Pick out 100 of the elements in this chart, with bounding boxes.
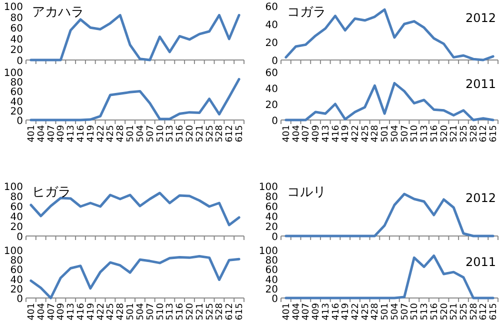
- x-tick-label: 504: [136, 302, 146, 320]
- y-tick-label: 60: [265, 265, 278, 276]
- x-tick-label: 407: [302, 303, 312, 320]
- x-tick-label: 615: [235, 125, 246, 142]
- y-tick-label: 0: [272, 232, 278, 243]
- x-tick-label: 525: [459, 125, 470, 142]
- annotation: 2011: [465, 255, 496, 269]
- x-tick-label: 428: [370, 302, 381, 320]
- x-tick-label: 407: [46, 125, 57, 142]
- x-tick-label: 504: [390, 124, 400, 142]
- x-tick-label: 528: [469, 124, 480, 142]
- x-tick-label: 419: [86, 124, 96, 142]
- x-tick-label: 528: [215, 124, 226, 142]
- x-tick-label: 416: [76, 124, 86, 142]
- x-tick-label: 428: [370, 124, 381, 142]
- y-tick-label: 40: [10, 274, 23, 286]
- y-tick-label: 60: [10, 87, 23, 98]
- x-tick-label: 528: [215, 302, 226, 320]
- x-tick-label: 521: [195, 303, 206, 320]
- y-tick-label: 40: [265, 84, 278, 95]
- x-tick-label: 516: [430, 124, 440, 142]
- x-tick-label: 525: [459, 303, 470, 320]
- x-tick-label: 425: [360, 125, 371, 142]
- x-tick-label: 401: [26, 303, 37, 320]
- x-tick-label: 612: [225, 125, 236, 142]
- x-tick-label: 507: [146, 125, 156, 142]
- y-tick-label: 0: [16, 232, 23, 243]
- x-tick-label: 513: [166, 125, 176, 142]
- y-tick-label: 60: [10, 24, 23, 35]
- y-tick-label: 20: [265, 100, 278, 111]
- chart-title: アカハラ: [32, 5, 84, 20]
- y-tick-label: 100: [258, 182, 278, 193]
- x-tick-label: 513: [166, 303, 176, 320]
- x-tick-label: 501: [380, 125, 391, 142]
- x-tick-label: 501: [126, 303, 136, 320]
- y-tick-label: 80: [10, 12, 23, 24]
- x-tick-label: 401: [282, 303, 292, 320]
- x-tick-label: 428: [116, 124, 126, 142]
- y-tick-label: 100: [258, 246, 278, 257]
- x-tick-label: 507: [400, 303, 410, 320]
- x-tick-label: 504: [390, 302, 400, 320]
- x-tick-label: 413: [321, 125, 332, 142]
- x-tick-label: 404: [292, 124, 302, 142]
- y-tick-label: 60: [10, 202, 23, 213]
- x-tick-label: 422: [350, 303, 361, 320]
- x-tick-label: 425: [106, 125, 116, 142]
- x-tick-label: 521: [450, 303, 460, 320]
- line-series: [284, 254, 494, 300]
- x-tick-label: 419: [86, 302, 96, 320]
- y-tick-label: 0: [272, 56, 278, 67]
- x-tick-label: 513: [420, 125, 430, 142]
- x-tick-label: 510: [410, 302, 420, 320]
- x-tick-label: 504: [136, 124, 146, 142]
- y-tick-label: 100: [4, 2, 23, 13]
- x-tick-label: 409: [312, 124, 322, 142]
- x-tick-label: 501: [380, 303, 391, 320]
- x-tick-label: 413: [321, 303, 332, 320]
- x-tick-label: 516: [430, 302, 440, 320]
- y-tick-label: 40: [10, 34, 23, 46]
- y-tick-label: 40: [10, 212, 23, 223]
- chart-title: コガラ: [287, 5, 326, 20]
- x-tick-label: 507: [146, 303, 156, 320]
- x-tick-label: 422: [350, 125, 361, 142]
- x-tick-label: 513: [420, 303, 430, 320]
- y-tick-label: 80: [265, 192, 278, 203]
- y-tick-label: 60: [265, 68, 278, 79]
- x-tick-label: 615: [489, 125, 500, 142]
- y-tick-label: 0: [272, 294, 278, 305]
- x-tick-label: 419: [341, 124, 352, 142]
- y-tick-label: 20: [265, 38, 278, 49]
- y-tick-label: 80: [10, 78, 23, 89]
- annotation: 2012: [465, 11, 496, 25]
- y-tick-label: 80: [10, 192, 23, 203]
- x-tick-label: 615: [489, 303, 500, 320]
- x-tick-label: 404: [36, 302, 47, 320]
- line-series: [284, 8, 494, 62]
- y-tick-label: 40: [265, 212, 278, 223]
- x-tick-label: 521: [450, 125, 460, 142]
- y-tick-label: 60: [265, 202, 278, 213]
- y-tick-label: 0: [16, 116, 23, 127]
- x-tick-label: 416: [76, 302, 86, 320]
- y-tick-label: 80: [10, 256, 23, 267]
- y-tick-label: 60: [10, 265, 23, 276]
- x-tick-label: 416: [331, 302, 342, 320]
- y-tick-label: 40: [265, 20, 278, 31]
- y-tick-label: 20: [10, 284, 23, 296]
- x-tick-label: 407: [302, 125, 312, 142]
- x-tick-label: 428: [116, 302, 126, 320]
- x-tick-label: 501: [126, 125, 136, 142]
- x-tick-label: 422: [96, 125, 106, 142]
- x-tick-label: 413: [66, 303, 77, 320]
- x-tick-label: 520: [440, 124, 450, 142]
- y-tick-label: 60: [265, 2, 278, 13]
- y-tick-label: 20: [265, 222, 278, 233]
- x-tick-label: 419: [341, 302, 352, 320]
- x-tick-label: 404: [36, 124, 47, 142]
- x-tick-label: 516: [176, 124, 186, 142]
- x-tick-label: 520: [186, 124, 196, 142]
- x-tick-label: 525: [205, 125, 216, 142]
- x-tick-label: 404: [292, 302, 302, 320]
